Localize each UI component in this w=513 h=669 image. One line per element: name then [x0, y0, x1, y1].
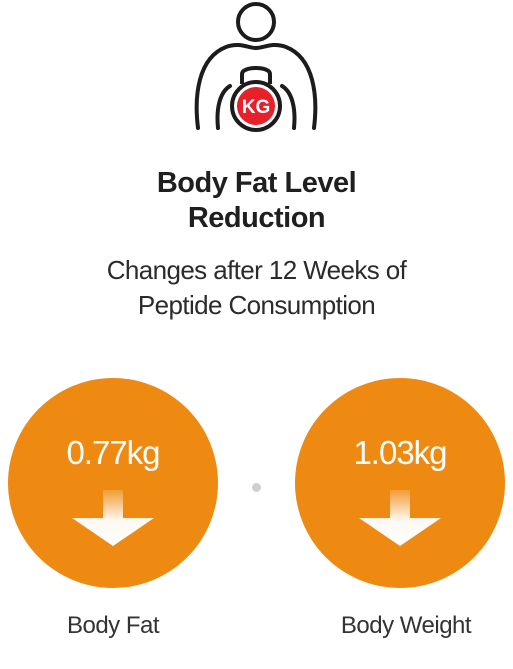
body-weight-label: Body Weight	[340, 612, 472, 639]
separator-dot	[252, 483, 261, 492]
body-fat-stat-circle: 0.77kg	[8, 378, 218, 588]
subtitle-line2: Peptide Consumption	[137, 290, 376, 320]
kg-badge-text: KG	[242, 97, 271, 118]
page-title-line2: Reduction	[187, 202, 326, 234]
arrow-down-icon	[72, 490, 154, 546]
person-weight-icon: KG	[194, 2, 318, 132]
arrow-down-icon	[359, 490, 441, 546]
body-fat-label: Body Fat	[66, 612, 160, 639]
subtitle-line1: Changes after 12 Weeks of	[106, 255, 407, 285]
body-weight-value: 1.03kg	[353, 434, 447, 471]
body-fat-value: 0.77kg	[66, 434, 160, 471]
body-weight-stat-circle: 1.03kg	[295, 378, 505, 588]
page-title-line1: Body Fat Level	[156, 167, 357, 199]
